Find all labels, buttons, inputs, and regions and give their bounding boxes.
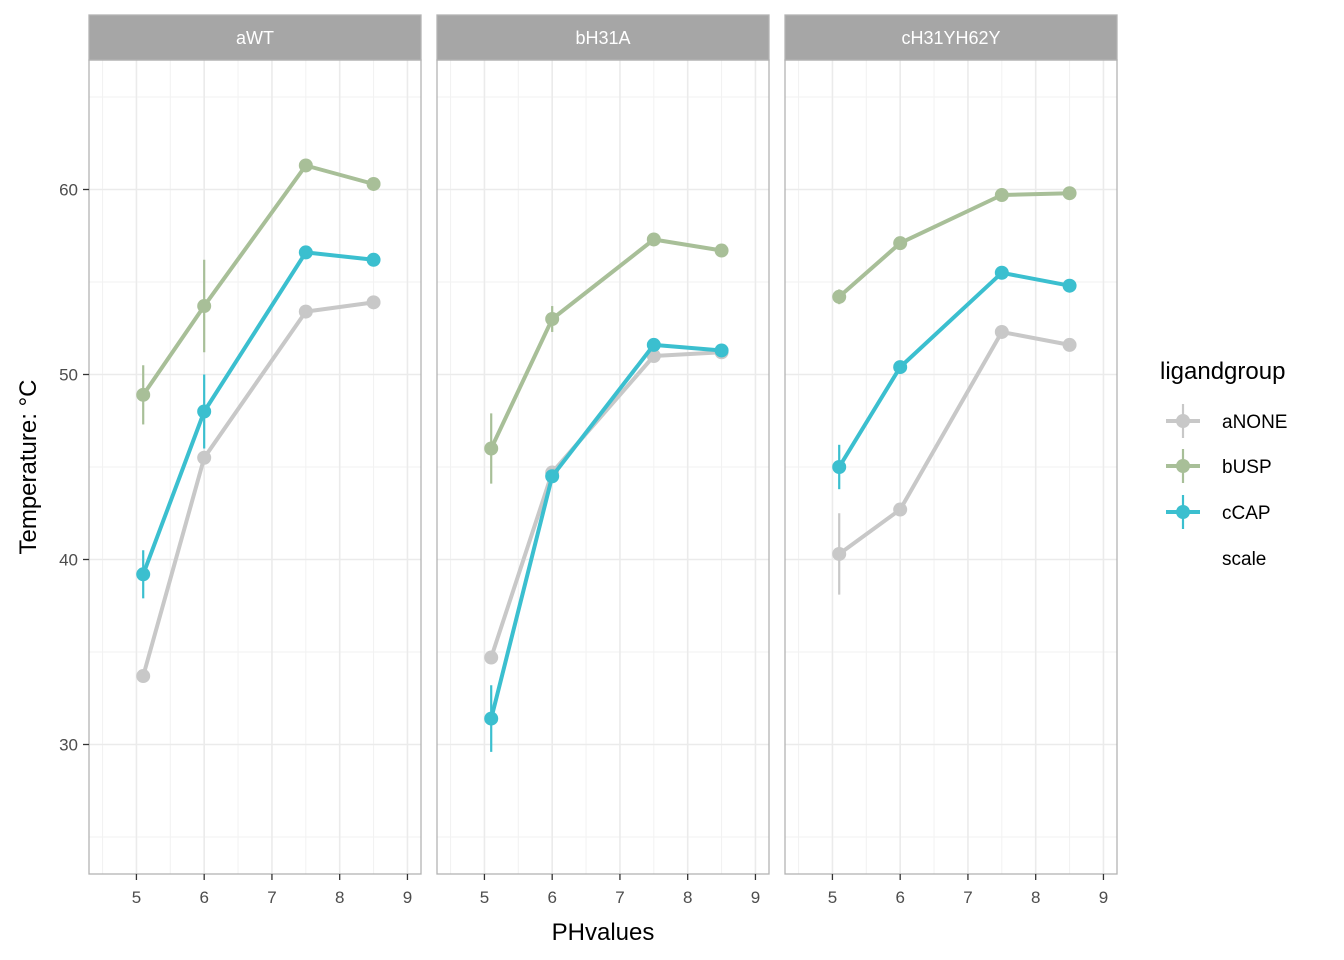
facet-panel-cH31YH62Y: cH31YH62Y 5 6 7 8 9 [784, 14, 1118, 907]
series-line [837, 191, 1070, 299]
x-tick-label: 8 [1031, 888, 1040, 907]
data-point [484, 650, 499, 665]
data-point [136, 669, 151, 684]
facet-strip [784, 14, 1118, 61]
data-point [1062, 278, 1077, 293]
facet-strip-label: aWT [236, 28, 274, 48]
data-point [646, 337, 661, 352]
legend-key-point [1176, 414, 1190, 428]
data-point [1062, 186, 1077, 201]
data-point [366, 252, 381, 267]
data-point [298, 245, 313, 260]
facet-strip-label: cH31YH62Y [901, 28, 1000, 48]
series-bUSP-bH31A [484, 232, 729, 484]
series-cCAP-cH31YH62Y [832, 265, 1077, 490]
data-point [197, 450, 212, 465]
series-line [141, 250, 374, 576]
x-tick-label: 6 [199, 888, 208, 907]
legend: ligandgroup aNONE bUSP cCAP scale [1160, 358, 1287, 570]
x-tick-label: 8 [335, 888, 344, 907]
data-point [994, 188, 1009, 203]
legend-label: bUSP [1222, 457, 1272, 478]
series-line [838, 330, 1070, 556]
data-point [714, 243, 729, 258]
facet-strip [88, 14, 422, 61]
x-tick-label: 5 [828, 888, 837, 907]
y-tick-label: 40 [59, 551, 78, 570]
x-tick-label: 7 [963, 888, 972, 907]
legend-key-point [1176, 505, 1190, 519]
legend-item-scale: scale [1222, 549, 1266, 570]
series-aNONE-cH31YH62Y [832, 324, 1077, 595]
series-cCAP-aWT [136, 245, 381, 599]
data-point [197, 404, 212, 419]
series-line [837, 270, 1070, 469]
legend-label: cCAP [1222, 503, 1271, 524]
y-tick-label: 30 [59, 736, 78, 755]
series-aNONE-aWT [136, 295, 381, 684]
series-line [489, 342, 722, 720]
facet-panel-bH31A: bH31A 5 6 7 8 9 [436, 14, 770, 907]
data-point [545, 469, 560, 484]
x-tick-label: 8 [683, 888, 692, 907]
y-tick-label: 60 [59, 181, 78, 200]
x-tick-label: 6 [547, 888, 556, 907]
data-point [545, 312, 560, 326]
data-point [832, 289, 847, 304]
series-line [489, 237, 722, 450]
y-axis: 30 40 50 60 [59, 181, 89, 755]
series-line [141, 300, 374, 677]
data-point [893, 502, 908, 517]
data-point [484, 711, 499, 726]
series-cCAP-bH31A [484, 337, 729, 752]
series-bUSP-cH31YH62Y [832, 186, 1077, 305]
data-point [893, 236, 908, 251]
data-point [197, 299, 212, 314]
data-point [832, 546, 847, 561]
data-point [484, 441, 499, 456]
x-axis-title: PHvalues [552, 919, 655, 946]
legend-item-aNONE: aNONE [1166, 404, 1287, 438]
x-tick-label: 9 [751, 888, 760, 907]
data-point [646, 232, 661, 247]
data-point [298, 304, 313, 319]
series-line [141, 163, 375, 397]
y-axis-title: Temperature: °C [15, 380, 42, 555]
x-tick-label: 9 [403, 888, 412, 907]
x-tick-label: 7 [615, 888, 624, 907]
legend-item-bUSP: bUSP [1166, 449, 1272, 483]
facet-panels: aWT 5 6 7 8 9 bH31A 5 6 7 8 9 cH31YH62Y 5 6 7 8 9 [88, 14, 1118, 907]
x-tick-label: 5 [480, 888, 489, 907]
facet-panel-aWT: aWT 5 6 7 8 9 [88, 14, 422, 907]
data-point [298, 158, 313, 173]
data-point [994, 265, 1009, 280]
x-tick-label: 5 [132, 888, 141, 907]
data-point [136, 387, 151, 402]
data-point [1062, 337, 1077, 352]
x-tick-label: 6 [895, 888, 904, 907]
data-point [714, 343, 729, 358]
facet-strip-label: bH31A [575, 28, 630, 48]
legend-key-point [1176, 459, 1190, 473]
data-point [994, 324, 1009, 339]
legend-title: ligandgroup [1160, 358, 1285, 385]
legend-label: aNONE [1222, 412, 1287, 433]
data-point [136, 567, 151, 582]
y-tick-label: 50 [59, 366, 78, 385]
data-point [366, 176, 381, 191]
series-bUSP-aWT [136, 158, 381, 425]
series-line [489, 350, 722, 659]
legend-label: scale [1222, 549, 1266, 570]
x-tick-label: 9 [1099, 888, 1108, 907]
data-point [366, 295, 381, 310]
legend-item-cCAP: cCAP [1166, 495, 1271, 529]
data-point [893, 360, 908, 375]
data-point [832, 460, 847, 474]
facet-strip [436, 14, 770, 61]
x-tick-label: 7 [267, 888, 276, 907]
